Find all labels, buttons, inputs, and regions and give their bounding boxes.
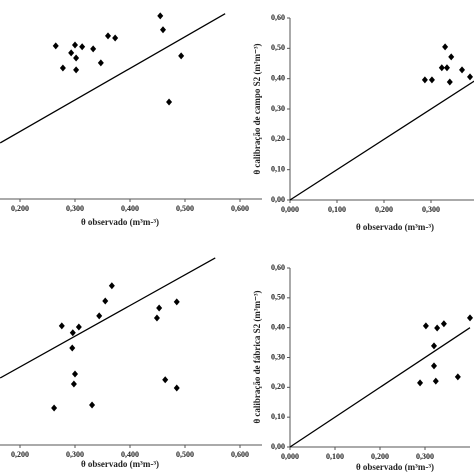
point (438, 64, 445, 72)
point (89, 401, 96, 409)
y-axis-label: θ calibração de campo S2 (m³m⁻³) (252, 43, 262, 174)
point (157, 12, 164, 20)
fit-line (289, 80, 474, 201)
x-tick-label: 0,000 (281, 452, 299, 461)
x-tick-label: 0,200 (11, 450, 29, 459)
point (417, 379, 424, 387)
x-tick-label: 0,600 (231, 450, 249, 459)
point (97, 59, 104, 67)
x-tick-label: 0,300 (416, 452, 434, 461)
point (72, 370, 78, 378)
point (59, 64, 66, 72)
point (421, 76, 428, 84)
point (467, 73, 474, 81)
y-axis-label: θ calibração de fábrica S2 (m³m⁻³) (252, 290, 262, 423)
point (428, 76, 435, 84)
x-tick-label: 0,500 (176, 204, 194, 213)
point (96, 312, 103, 320)
x-tick-label: 0,000 (281, 205, 299, 214)
y-tick-label: 0,60 (271, 13, 285, 22)
point (58, 322, 65, 330)
point (442, 43, 449, 51)
point (162, 376, 169, 384)
x-axis-label: θ observado (m³m-³) (356, 222, 434, 232)
panel: 0,200 0,300 0,400 0,500 0,600 θ observado (m³… (0, 12, 262, 227)
y-tick-label: 0,60 (271, 263, 285, 272)
x-tick-label: 0,500 (176, 450, 194, 459)
y-tick-label: 0,50 (271, 293, 285, 302)
x-tick-label: 0,300 (66, 204, 84, 213)
point (448, 53, 455, 61)
fit-line (0, 13, 226, 144)
x-axis-label: θ observado (m³m-³) (81, 217, 159, 227)
point (459, 66, 466, 74)
y-tick-label: 0,00 (271, 195, 285, 204)
point (173, 298, 180, 306)
x-tick-label: 0,200 (11, 204, 29, 213)
point (68, 49, 75, 57)
point (443, 64, 450, 72)
point (178, 52, 185, 60)
y-tick-label: 0,30 (271, 352, 285, 361)
fit-line (289, 327, 471, 448)
x-tick-label: 0,300 (422, 205, 440, 214)
point (454, 373, 461, 381)
y-tick-label: 0,20 (271, 382, 285, 391)
point (75, 323, 82, 331)
y-tick-label: 0,40 (271, 73, 285, 82)
panel: 0,000 0,100 0,200 0,300 0,00 0,10 0,20 0,30 0,40… (252, 263, 473, 472)
point (156, 304, 163, 312)
x-tick-label: 0,200 (375, 205, 393, 214)
x-tick-label: 0,100 (326, 452, 344, 461)
point (432, 377, 439, 385)
y-tick-label: 0,40 (271, 322, 285, 331)
point (105, 32, 111, 40)
point (73, 54, 80, 62)
point (79, 43, 86, 51)
point (51, 404, 58, 412)
point (73, 66, 80, 74)
y-tick-label: 0,10 (271, 164, 285, 173)
fit-line (0, 257, 216, 379)
y-tick-label: 0,30 (271, 104, 285, 113)
point (69, 344, 76, 352)
point (173, 384, 180, 392)
point (153, 314, 160, 322)
point (72, 41, 78, 49)
point (166, 98, 173, 106)
x-axis-label: θ observado (m³m-³) (356, 462, 434, 472)
y-tick-label: 0,10 (271, 412, 285, 421)
x-axis-label: θ observado (m³m-³) (81, 459, 159, 469)
x-tick-label: 0,300 (66, 450, 84, 459)
point (90, 45, 97, 53)
x-tick-label: 0,100 (328, 205, 346, 214)
point (69, 329, 76, 337)
point (160, 26, 166, 34)
y-tick-label: 0,20 (271, 134, 285, 143)
x-tick-label: 0,600 (231, 204, 249, 213)
point (467, 314, 473, 322)
point (112, 34, 119, 42)
x-tick-label: 0,400 (121, 204, 139, 213)
y-tick-label: 0,00 (271, 442, 285, 451)
point (108, 282, 115, 290)
point (70, 380, 77, 388)
point (434, 324, 441, 332)
point (431, 362, 437, 370)
point (422, 322, 429, 330)
x-tick-label: 0,200 (371, 452, 389, 461)
panel: 0,000 0,100 0,200 0,300 0,00 0,10 0,20 0,30 0,40… (252, 13, 474, 232)
panel: 0,200 0,300 0,400 0,500 0,600 θ observado (m³… (0, 257, 262, 469)
y-tick-label: 0,50 (271, 43, 285, 52)
point (102, 297, 109, 305)
x-tick-label: 0,400 (121, 450, 139, 459)
point (431, 342, 437, 350)
point (440, 320, 447, 328)
point (446, 78, 453, 86)
point (52, 42, 59, 50)
